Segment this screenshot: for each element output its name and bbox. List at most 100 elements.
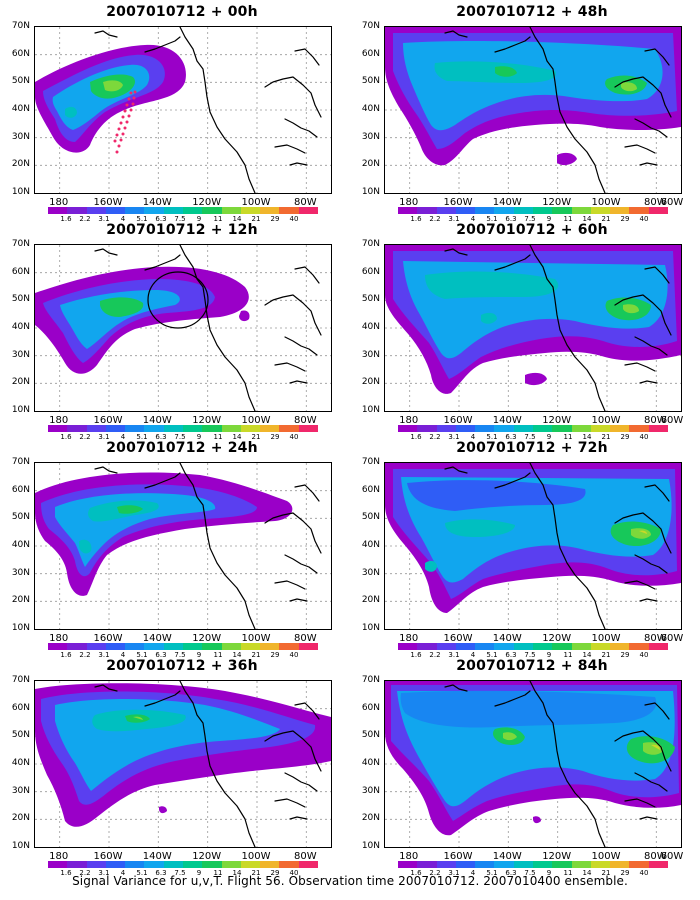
colorbar-label: 9 <box>196 433 202 441</box>
colorbar-label: 1.6 <box>410 869 422 877</box>
xtick-100w: 100W <box>241 415 271 426</box>
colorbar-label: 11 <box>563 215 573 223</box>
colorbar-bin <box>436 861 456 868</box>
ytick-20n: 20N <box>11 813 30 824</box>
colorbar-bin <box>144 425 164 432</box>
xtick-140w: 140W <box>492 851 522 862</box>
panel-36h: 2007010712 + 36h 70N 60N 50N 40N 30N 20N… <box>0 656 340 877</box>
variance-field <box>35 266 250 374</box>
variance-field <box>35 683 331 827</box>
xtick-60w: 60W <box>660 197 684 208</box>
xtick-60w: 60W <box>660 851 684 862</box>
colorbar-label: 7.5 <box>524 651 536 659</box>
colorbar-label: 6.3 <box>505 651 517 659</box>
xtick-80w: 80W <box>293 415 317 426</box>
panel-60h: 2007010712 + 60h 70N 60N 50N 40N 30N 20N… <box>350 220 690 441</box>
ytick-30n: 30N <box>361 349 380 360</box>
ytick-20n: 20N <box>361 159 380 170</box>
colorbar-bin <box>279 643 299 650</box>
xtick-80w: 80W <box>643 197 667 208</box>
ytick-40n: 40N <box>11 322 30 332</box>
xtick-140w: 140W <box>142 197 172 208</box>
colorbar-bin <box>610 861 630 868</box>
colorbar-label: 9 <box>196 869 202 877</box>
colorbar-label: 29 <box>270 215 280 223</box>
colorbar-label: 40 <box>289 433 299 441</box>
xtick-160w: 160W <box>93 633 123 644</box>
colorbar-bin <box>398 425 418 432</box>
colorbar-label: 40 <box>289 869 299 877</box>
ytick-50n: 50N <box>11 76 30 87</box>
colorbar-label: 4 <box>120 651 126 659</box>
ytick-60n: 60N <box>361 702 380 713</box>
xtick-160w: 160W <box>443 415 473 426</box>
colorbar-bin <box>610 643 630 650</box>
colorbar-bin <box>571 207 591 214</box>
colorbar-label: 2.2 <box>79 869 91 877</box>
colorbar-bin <box>610 207 630 214</box>
colorbar-label: 9 <box>546 869 552 877</box>
coastline <box>94 681 322 847</box>
colorbar-label: 21 <box>601 869 611 877</box>
colorbar <box>398 643 668 650</box>
ytick-70n: 70N <box>361 457 380 467</box>
colorbar-label: 29 <box>620 433 630 441</box>
ytick-60n: 60N <box>11 266 30 277</box>
colorbar-label: 5.1 <box>486 651 498 659</box>
colorbar-label: 4 <box>120 433 126 441</box>
xtick-160w: 160W <box>443 851 473 862</box>
colorbar-label: 3.1 <box>98 869 110 877</box>
xtick-180: 180 <box>49 633 69 644</box>
colorbar-label: 1.6 <box>410 433 422 441</box>
colorbar-bin <box>552 643 572 650</box>
colorbar-bin <box>240 425 261 432</box>
colorbar-label: 6.3 <box>505 433 517 441</box>
ytick-70n: 70N <box>11 239 30 249</box>
colorbar <box>398 207 668 214</box>
xtick-80w: 80W <box>293 851 317 862</box>
colorbar-bin <box>221 425 241 432</box>
colorbar-bin <box>48 207 68 214</box>
panel-00h: 2007010712 + 00h 70N 60N 50N 40N 30N 20N… <box>0 2 340 223</box>
colorbar-bin <box>475 643 495 650</box>
map-svg <box>35 245 331 411</box>
colorbar-label: 4 <box>470 215 476 223</box>
colorbar-bin <box>163 425 183 432</box>
ytick-20n: 20N <box>361 595 380 606</box>
colorbar-bin <box>202 643 222 650</box>
colorbar-bin <box>455 643 476 650</box>
colorbar-label: 2.2 <box>429 433 441 441</box>
colorbar <box>48 861 318 868</box>
colorbar-bin <box>105 207 126 214</box>
grid <box>35 27 331 193</box>
map-svg <box>35 463 331 629</box>
colorbar-label: 2.2 <box>429 869 441 877</box>
variance-field <box>35 472 293 596</box>
colorbar-label: 21 <box>601 651 611 659</box>
colorbar-label: 1.6 <box>60 215 72 223</box>
colorbar-label: 1.6 <box>60 433 72 441</box>
grid <box>35 245 331 411</box>
colorbar-label: 5.1 <box>136 869 148 877</box>
colorbar-bin <box>552 207 572 214</box>
colorbar-bin <box>240 861 261 868</box>
panel-title: 2007010712 + 36h <box>106 658 258 674</box>
colorbar-bin <box>298 425 318 432</box>
ytick-30n: 30N <box>361 131 380 142</box>
xtick-120w: 120W <box>192 851 222 862</box>
ytick-50n: 50N <box>11 512 30 523</box>
colorbar-label: 11 <box>213 651 223 659</box>
coastline <box>444 27 672 193</box>
colorbar-bin <box>532 425 553 432</box>
colorbar-label: 40 <box>289 215 299 223</box>
map-plot <box>384 680 682 848</box>
xtick-180: 180 <box>49 415 69 426</box>
colorbar-bin <box>144 207 164 214</box>
ytick-60n: 60N <box>361 266 380 277</box>
colorbar-label: 40 <box>289 651 299 659</box>
colorbar-label: 7.5 <box>524 215 536 223</box>
colorbar-bin <box>125 861 145 868</box>
xtick-80w: 80W <box>293 197 317 208</box>
colorbar-bin <box>221 861 241 868</box>
map-plot <box>384 26 682 194</box>
